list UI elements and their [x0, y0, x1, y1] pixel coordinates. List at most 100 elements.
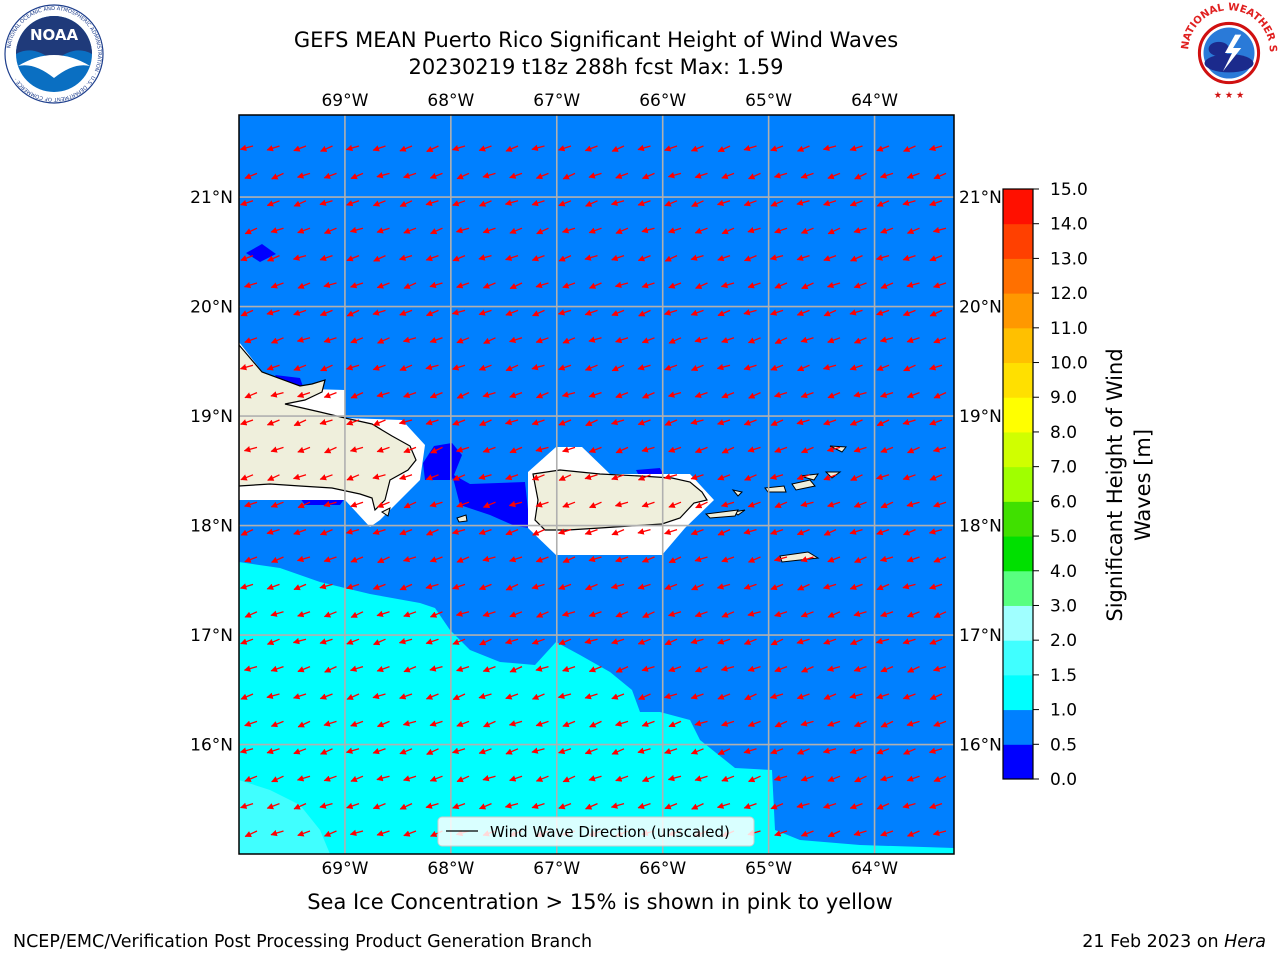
direction-arrow — [796, 638, 810, 645]
direction-arrow — [615, 336, 629, 344]
direction-arrow — [293, 748, 307, 755]
direction-arrow — [452, 638, 466, 645]
direction-arrow — [690, 254, 704, 261]
direction-arrow — [451, 309, 466, 316]
direction-arrow — [425, 254, 439, 262]
direction-arrow — [346, 309, 360, 317]
direction-arrow — [615, 611, 629, 618]
direction-arrow — [425, 802, 439, 809]
direction-arrow — [717, 419, 731, 426]
direction-arrow — [717, 145, 731, 153]
direction-arrow — [240, 199, 254, 207]
direction-arrow — [853, 720, 867, 728]
direction-arrow — [933, 392, 947, 399]
direction-arrow — [770, 803, 784, 810]
direction-arrow — [323, 227, 337, 234]
direction-arrow — [429, 556, 443, 563]
direction-arrow — [853, 227, 867, 234]
direction-arrow — [505, 693, 519, 700]
direction-arrow — [296, 555, 311, 563]
direction-arrow — [641, 282, 655, 289]
direction-arrow — [721, 775, 735, 782]
direction-arrow — [615, 556, 629, 563]
direction-arrow — [933, 775, 947, 782]
direction-arrow — [456, 501, 470, 508]
direction-arrow — [297, 830, 311, 837]
direction-arrow — [717, 529, 731, 536]
direction-arrow — [483, 720, 496, 728]
direction-arrow — [557, 692, 572, 699]
direction-arrow — [425, 583, 439, 590]
direction-arrow — [266, 200, 280, 207]
direction-arrow — [455, 446, 470, 453]
lon-label-bottom: 65°W — [745, 859, 792, 879]
direction-arrow — [822, 364, 837, 371]
direction-arrow — [826, 446, 841, 453]
direction-arrow — [641, 337, 655, 344]
direction-arrow — [690, 418, 704, 425]
direction-arrow — [376, 720, 390, 728]
direction-arrow — [637, 528, 651, 535]
direction-arrow — [743, 583, 757, 590]
direction-arrow — [292, 637, 307, 645]
direction-arrow — [562, 172, 576, 180]
direction-arrow — [827, 392, 841, 399]
direction-arrow — [349, 665, 364, 672]
direction-arrow — [452, 255, 466, 262]
lat-label-left: 19°N — [190, 407, 233, 427]
direction-arrow — [747, 282, 761, 289]
direction-arrow — [456, 775, 470, 783]
direction-arrow — [373, 255, 386, 262]
direction-arrow — [880, 720, 894, 728]
colorbar-segment — [1003, 223, 1033, 259]
direction-arrow — [403, 227, 417, 234]
colorbar-tick-label: 8.0 — [1050, 423, 1077, 443]
direction-arrow — [429, 665, 443, 672]
direction-arrow — [588, 611, 602, 618]
direction-arrow — [694, 227, 708, 234]
direction-arrow — [244, 392, 258, 399]
direction-arrow — [615, 775, 629, 782]
direction-arrow — [240, 529, 254, 536]
direction-arrow — [297, 720, 311, 728]
direction-arrow — [876, 528, 890, 536]
direction-arrow — [558, 364, 572, 371]
direction-arrow — [876, 364, 890, 371]
direction-arrow — [243, 446, 258, 453]
direction-arrow — [933, 720, 947, 727]
direction-arrow — [747, 446, 761, 453]
direction-arrow — [747, 556, 761, 563]
direction-arrow — [240, 802, 254, 809]
direction-arrow — [615, 391, 629, 399]
direction-arrow — [589, 720, 602, 728]
direction-arrow — [271, 556, 284, 563]
direction-arrow — [320, 748, 333, 755]
direction-arrow — [694, 666, 708, 673]
direction-arrow — [243, 281, 258, 289]
map-figure: 69°W 68°W 67°W 66°W 65°W 64°W 69°W 68°W 67°W 66°… — [190, 91, 1155, 879]
direction-arrow — [694, 720, 708, 727]
direction-arrow — [849, 583, 863, 590]
direction-arrow — [743, 747, 757, 754]
direction-arrow — [323, 775, 337, 782]
direction-arrow — [637, 364, 651, 371]
direction-arrow — [482, 610, 496, 618]
direction-arrow — [933, 611, 947, 618]
direction-arrow — [319, 254, 333, 262]
direction-arrow — [319, 529, 333, 536]
direction-arrow — [558, 583, 572, 590]
direction-arrow — [932, 829, 947, 836]
direction-arrow — [770, 638, 784, 646]
direction-arrow — [350, 392, 364, 399]
colorbar-segment — [1003, 397, 1033, 433]
colorbar-segment — [1003, 674, 1033, 711]
direction-arrow — [455, 610, 470, 617]
direction-arrow — [933, 337, 947, 344]
direction-arrow — [266, 528, 280, 535]
direction-arrow — [906, 281, 920, 288]
direction-arrow — [240, 309, 254, 317]
direction-arrow — [876, 803, 890, 810]
direction-arrow — [773, 555, 788, 562]
direction-arrow — [376, 391, 390, 398]
direction-arrow — [270, 337, 284, 344]
